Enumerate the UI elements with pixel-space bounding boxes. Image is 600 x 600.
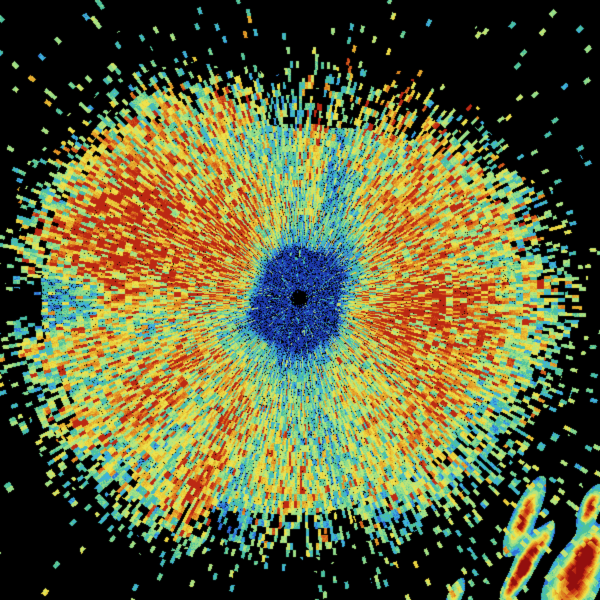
- radar-reflectivity-image: [0, 0, 600, 600]
- radar-display: [0, 0, 600, 600]
